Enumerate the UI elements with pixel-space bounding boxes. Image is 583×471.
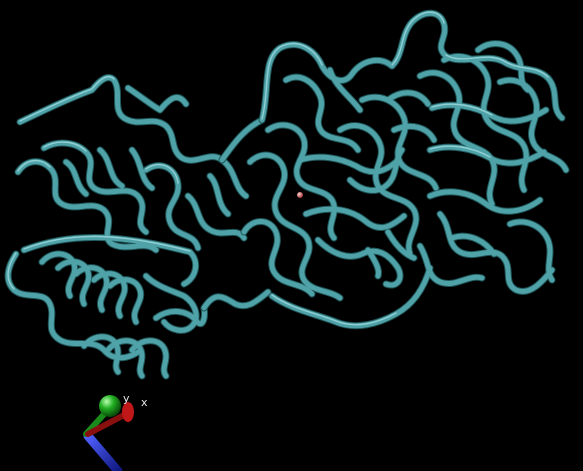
ligand-atom xyxy=(297,192,303,198)
z-axis xyxy=(83,431,123,471)
axes-indicator: y x xyxy=(83,392,148,471)
right-domain-ribbon xyxy=(240,9,570,330)
y-axis-cone xyxy=(99,395,121,417)
x-axis-label: x xyxy=(141,396,148,409)
x-axis-shaft xyxy=(85,411,129,437)
interdomain-linker-ribbon xyxy=(200,116,272,312)
x-axis-cone xyxy=(122,402,134,422)
left-domain-ribbon xyxy=(4,74,250,380)
y-axis-label: y xyxy=(123,392,130,405)
